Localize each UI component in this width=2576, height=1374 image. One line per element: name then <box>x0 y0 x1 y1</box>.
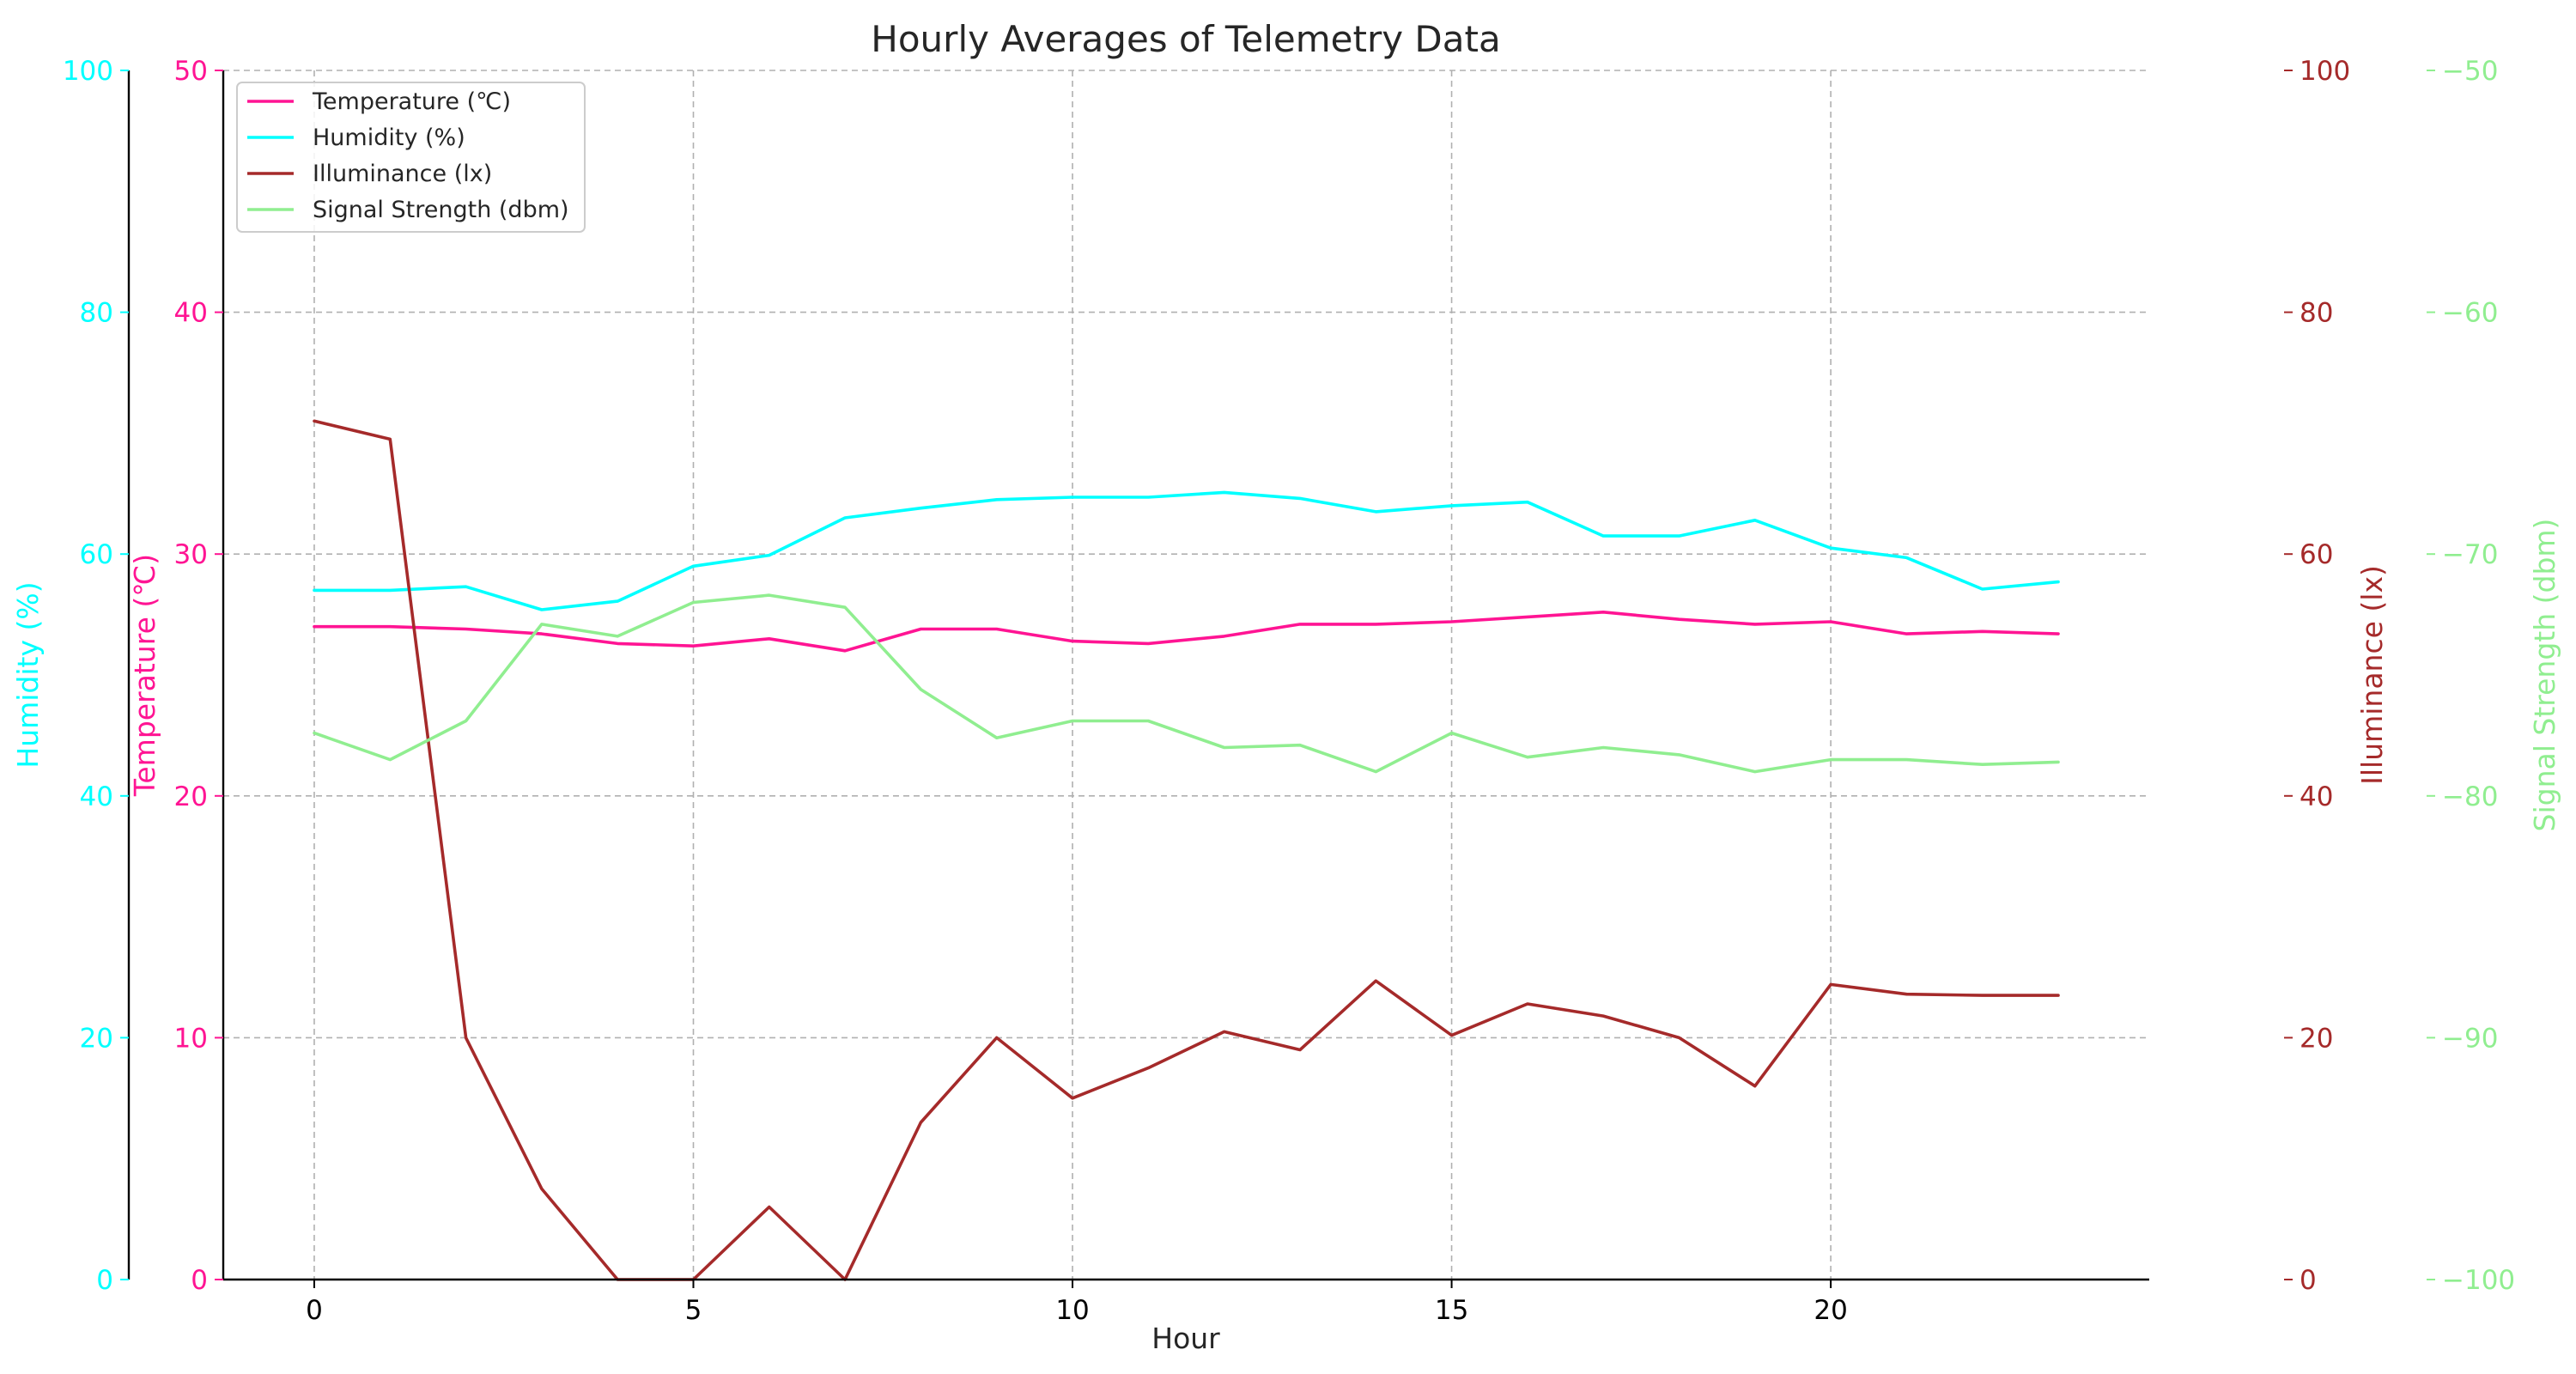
illuminance-tick-label: 60 <box>2300 539 2333 570</box>
temperature-tick-label: 40 <box>174 298 208 329</box>
humidity-tick-label: 80 <box>80 298 113 329</box>
legend-label-humidity: Humidity (%) <box>313 125 465 151</box>
x-tick-label: 15 <box>1435 1295 1468 1326</box>
signal-tick-label: −50 <box>2442 56 2498 87</box>
illuminance-tick-label: 40 <box>2300 781 2333 812</box>
series-line-signal <box>313 593 2060 774</box>
illuminance-axis-title: Illuminance (lx) <box>2355 565 2389 785</box>
x-axis-title: Hour <box>1151 1322 1220 1355</box>
signal-tick-label: −90 <box>2442 1023 2498 1054</box>
legend: Temperature (℃) Humidity (%) Illuminance (… <box>236 82 586 233</box>
signal-axis-title: Signal Strength (dbm) <box>2528 519 2561 832</box>
humidity-tick-label: 60 <box>80 539 113 570</box>
signal-tick-label: −60 <box>2442 298 2498 329</box>
series-line-humidity <box>313 490 2060 611</box>
temperature-tick-label: 30 <box>174 539 208 570</box>
temperature-tick-label: 20 <box>174 781 208 812</box>
humidity-tick-label: 0 <box>96 1265 113 1296</box>
axes: 0 5 10 15 20 0 10 20 30 40 50 Temperature (℃) 0 20 40 6… <box>11 56 2561 1326</box>
illuminance-tick-label: 80 <box>2300 298 2333 329</box>
legend-label-temperature: Temperature (℃) <box>312 88 511 115</box>
humidity-tick-label: 100 <box>63 56 113 87</box>
series-line-temperature <box>313 610 2060 653</box>
temperature-tick-label: 0 <box>191 1265 208 1296</box>
series-line-illuminance <box>313 419 2060 1281</box>
signal-tick-label: −100 <box>2442 1265 2515 1296</box>
humidity-tick-label: 40 <box>80 781 113 812</box>
x-tick-label: 0 <box>306 1295 323 1326</box>
legend-label-illuminance: Illuminance (lx) <box>313 161 492 187</box>
temperature-axis-title: Temperature (℃) <box>128 554 161 797</box>
illuminance-tick-label: 100 <box>2300 56 2350 87</box>
legend-label-signal: Signal Strength (dbm) <box>313 197 569 223</box>
humidity-tick-label: 20 <box>80 1023 113 1054</box>
temperature-tick-label: 10 <box>174 1023 208 1054</box>
x-tick-label: 5 <box>685 1295 702 1326</box>
chart-title: Hourly Averages of Telemetry Data <box>871 18 1500 60</box>
signal-tick-label: −80 <box>2442 781 2498 812</box>
series-lines <box>313 419 2060 1281</box>
x-tick-label: 20 <box>1814 1295 1847 1326</box>
legend-box <box>236 82 586 233</box>
signal-tick-label: −70 <box>2442 539 2498 570</box>
humidity-axis-title: Humidity (%) <box>11 581 45 768</box>
illuminance-tick-label: 0 <box>2300 1265 2317 1296</box>
x-tick-label: 10 <box>1055 1295 1089 1326</box>
illuminance-tick-label: 20 <box>2300 1023 2333 1054</box>
temperature-tick-label: 50 <box>174 56 208 87</box>
